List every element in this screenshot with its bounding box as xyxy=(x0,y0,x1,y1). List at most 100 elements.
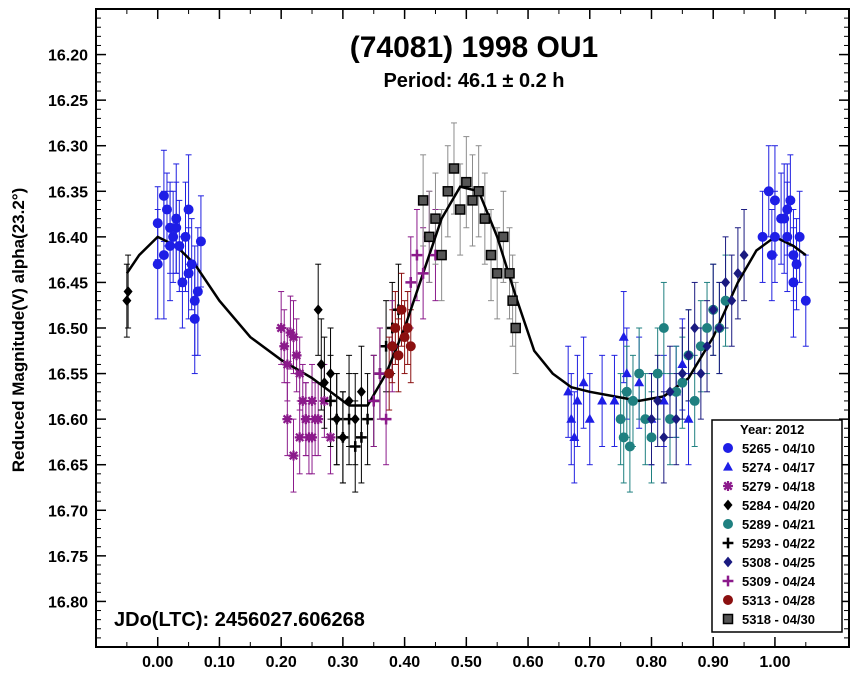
data-point xyxy=(430,213,441,224)
data-point xyxy=(356,431,367,443)
legend-marker xyxy=(723,499,733,511)
data-point xyxy=(615,414,626,425)
data-point xyxy=(665,386,675,398)
legend-item: 5293 - 04/22 xyxy=(722,536,815,551)
data-point xyxy=(362,413,373,425)
x-tick-label: 0.20 xyxy=(266,654,297,671)
data-point xyxy=(316,359,326,370)
data-point xyxy=(510,322,521,334)
data-point xyxy=(396,304,407,315)
legend-item: 5284 - 04/20 xyxy=(723,498,815,513)
data-point xyxy=(454,204,466,215)
y-tick-label: 16.80 xyxy=(48,594,88,611)
data-point xyxy=(757,231,768,242)
data-points-layer xyxy=(122,163,811,461)
x-tick-label: 0.40 xyxy=(389,654,420,671)
data-point xyxy=(609,395,620,405)
data-point xyxy=(782,231,793,242)
data-point xyxy=(683,413,694,423)
data-point xyxy=(319,395,330,406)
data-point xyxy=(189,295,200,306)
data-point xyxy=(417,195,429,206)
legend-item: 5313 - 04/28 xyxy=(723,593,815,608)
legend-label: 5279 - 04/18 xyxy=(742,479,815,494)
data-point xyxy=(769,231,780,242)
y-tick-label: 16.75 xyxy=(48,549,88,566)
legend-box xyxy=(711,419,843,633)
data-point xyxy=(436,249,447,261)
x-tick-label: 0.90 xyxy=(698,654,729,671)
legend-label: 5308 - 04/25 xyxy=(742,555,815,570)
data-point xyxy=(473,186,484,197)
data-point xyxy=(714,322,724,334)
data-point xyxy=(788,250,799,261)
data-point xyxy=(177,277,188,288)
legend-marker xyxy=(723,461,733,471)
legend-title: Year: 2012 xyxy=(740,422,804,437)
data-point xyxy=(285,327,296,338)
data-point xyxy=(634,368,645,379)
legend-item: 5265 - 04/10 xyxy=(723,441,815,456)
data-point xyxy=(696,368,706,379)
data-point xyxy=(702,323,713,333)
legend-marker xyxy=(722,537,734,549)
data-point xyxy=(300,414,311,425)
legend-item: 5318 - 04/30 xyxy=(722,612,815,627)
data-point xyxy=(393,350,404,361)
y-tick-label: 16.65 xyxy=(48,458,88,475)
data-point xyxy=(677,377,688,388)
data-point xyxy=(721,277,731,288)
data-point xyxy=(653,395,663,407)
legend-label: 5274 - 04/17 xyxy=(742,460,815,475)
data-point xyxy=(313,304,323,316)
data-point xyxy=(677,359,688,369)
legend-marker xyxy=(723,443,733,453)
x-tick-label: 0.80 xyxy=(636,654,667,671)
data-point xyxy=(186,259,197,270)
x-tick-label: 0.30 xyxy=(327,654,358,671)
data-point xyxy=(766,250,777,261)
data-point xyxy=(424,231,435,243)
data-point xyxy=(152,218,163,229)
data-point xyxy=(739,249,749,261)
data-point xyxy=(307,432,317,443)
data-point xyxy=(652,368,663,379)
data-point xyxy=(733,267,743,279)
data-point xyxy=(467,195,478,206)
legend-item: 5279 - 04/18 xyxy=(723,479,815,494)
data-point xyxy=(288,332,299,343)
legend-label: 5293 - 04/22 xyxy=(742,536,815,551)
data-point xyxy=(448,163,460,174)
legend-item: 5309 - 04/24 xyxy=(722,574,816,589)
data-point xyxy=(192,286,203,297)
data-point xyxy=(572,395,583,405)
data-point xyxy=(368,395,380,407)
data-point xyxy=(384,368,395,379)
data-point xyxy=(785,195,796,206)
data-point xyxy=(794,231,805,242)
data-point xyxy=(627,395,638,406)
data-point xyxy=(343,413,355,425)
data-point xyxy=(779,213,790,224)
data-point xyxy=(702,340,712,352)
data-point xyxy=(319,377,329,389)
data-point xyxy=(411,249,423,261)
x-tick-label: 0.00 xyxy=(142,654,173,671)
legend-item: 5308 - 04/25 xyxy=(723,555,815,570)
y-tick-label: 16.35 xyxy=(48,184,88,201)
data-point xyxy=(566,413,577,423)
data-point xyxy=(690,322,700,334)
data-point xyxy=(800,295,811,306)
data-point xyxy=(442,186,454,197)
chart-subtitle: Period: 46.1 ± 0.2 h xyxy=(383,70,564,92)
data-point xyxy=(485,249,497,261)
data-point xyxy=(189,313,200,324)
x-tick-label: 1.00 xyxy=(759,654,790,671)
data-point xyxy=(769,195,780,206)
legend-label: 5265 - 04/10 xyxy=(742,441,815,456)
legend-marker xyxy=(723,556,733,568)
data-point xyxy=(504,268,515,279)
data-point xyxy=(461,176,472,188)
data-point xyxy=(727,295,737,307)
